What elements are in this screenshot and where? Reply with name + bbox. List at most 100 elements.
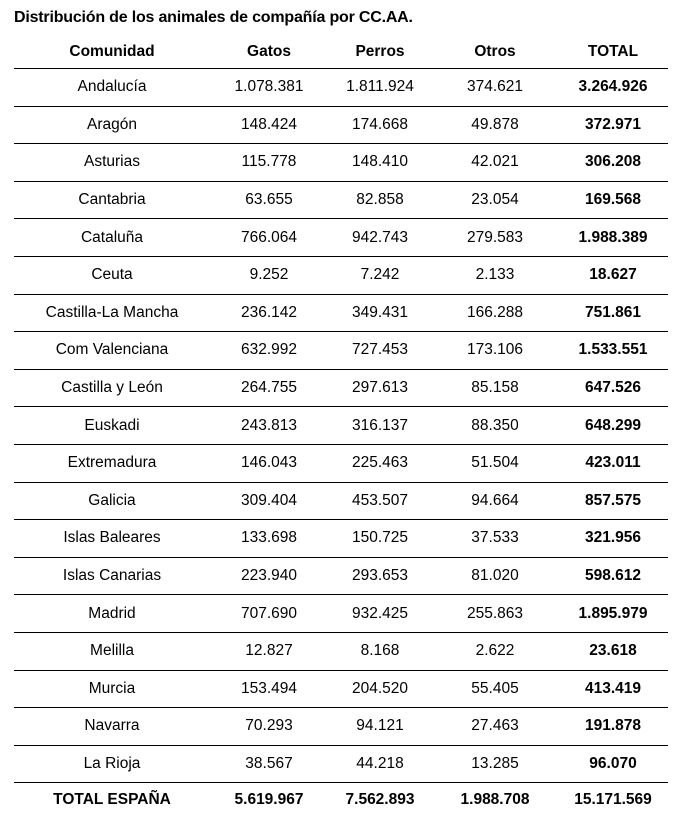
cell-comunidad: Melilla [14,632,210,671]
total-row: TOTAL ESPAÑA 5.619.967 7.562.893 1.988.7… [14,783,668,818]
cell-perros: 727.453 [328,331,432,370]
cell-total: 96.070 [558,745,668,784]
cell-perros: 942.743 [328,218,432,257]
table-row: Extremadura 146.043 225.463 51.504 423.011 [14,444,668,483]
cell-perros: 225.463 [328,444,432,483]
cell-otros: 51.504 [432,444,558,483]
cell-otros: 279.583 [432,218,558,257]
cell-comunidad: Islas Baleares [14,519,210,558]
cell-gatos: 153.494 [210,670,328,709]
cell-gatos: 1.078.381 [210,68,328,107]
cell-total: 23.618 [558,632,668,671]
cell-gatos: 146.043 [210,444,328,483]
cell-total: 321.956 [558,519,668,558]
cell-otros: 49.878 [432,106,558,145]
total-row-otros: 1.988.708 [460,791,530,809]
column-header-total: TOTAL [558,36,668,69]
cell-gatos: 236.142 [210,294,328,333]
cell-gatos: 223.940 [210,557,328,596]
cell-total: 1.988.389 [558,218,668,257]
cell-otros: 37.533 [432,519,558,558]
cell-perros: 297.613 [328,369,432,408]
cell-otros: 94.664 [432,482,558,521]
table-row: Asturias 115.778 148.410 42.021 306.208 [14,143,668,182]
cell-perros: 204.520 [328,670,432,709]
cell-gatos: 12.827 [210,632,328,671]
cell-comunidad: Castilla y León [14,369,210,408]
cell-otros: 255.863 [432,594,558,633]
table-row: Islas Canarias 223.940 293.653 81.020 598.61… [14,557,668,596]
cell-total: 372.971 [558,106,668,145]
cell-comunidad: Islas Canarias [14,557,210,596]
cell-comunidad: Ceuta [14,256,210,295]
cell-otros: 85.158 [432,369,558,408]
cell-otros: 374.621 [432,68,558,107]
cell-comunidad: Andalucía [14,68,210,107]
cell-gatos: 766.064 [210,218,328,257]
table-row: Islas Baleares 133.698 150.725 37.533 321.95… [14,519,668,558]
cell-gatos: 63.655 [210,181,328,220]
cell-perros: 316.137 [328,406,432,445]
total-row-perros: 7.562.893 [345,791,415,809]
cell-gatos: 115.778 [210,143,328,182]
cell-comunidad: Cantabria [14,181,210,220]
cell-perros: 453.507 [328,482,432,521]
table-row: Andalucía 1.078.381 1.811.924 374.621 3.264.… [14,68,668,107]
table-row: Madrid 707.690 932.425 255.863 1.895.979 [14,594,668,633]
table-row: Murcia 153.494 204.520 55.405 413.419 [14,670,668,709]
cell-total: 306.208 [558,143,668,182]
cell-comunidad: Galicia [14,482,210,521]
table-row: Galicia 309.404 453.507 94.664 857.575 [14,482,668,521]
table-row: Com Valenciana 632.992 727.453 173.106 1.533… [14,331,668,370]
table-row: Navarra 70.293 94.121 27.463 191.878 [14,707,668,746]
cell-comunidad: Asturias [14,143,210,182]
cell-gatos: 309.404 [210,482,328,521]
table-row: Melilla 12.827 8.168 2.622 23.618 [14,632,668,671]
cell-perros: 1.811.924 [328,68,432,107]
cell-gatos: 38.567 [210,745,328,784]
table-body: Andalucía 1.078.381 1.811.924 374.621 3.264.… [14,68,668,784]
cell-total: 191.878 [558,707,668,746]
cell-total: 647.526 [558,369,668,408]
cell-perros: 932.425 [328,594,432,633]
cell-total: 1.895.979 [558,594,668,633]
cell-otros: 2.622 [432,632,558,671]
cell-total: 751.861 [558,294,668,333]
table-row: Castilla-La Mancha 236.142 349.431 166.288 7… [14,294,668,333]
cell-otros: 55.405 [432,670,558,709]
cell-perros: 44.218 [328,745,432,784]
cell-perros: 174.668 [328,106,432,145]
cell-gatos: 632.992 [210,331,328,370]
cell-gatos: 148.424 [210,106,328,145]
table-title: Distribución de los animales de compañía… [14,9,413,26]
table-row: Ceuta 9.252 7.242 2.133 18.627 [14,256,668,295]
cell-otros: 88.350 [432,406,558,445]
cell-perros: 94.121 [328,707,432,746]
total-row-total: 15.171.569 [574,791,652,809]
cell-comunidad: Aragón [14,106,210,145]
cell-total: 857.575 [558,482,668,521]
cell-otros: 13.285 [432,745,558,784]
column-header-otros: Otros [432,36,558,69]
cell-otros: 81.020 [432,557,558,596]
cell-gatos: 9.252 [210,256,328,295]
column-header-gatos: Gatos [210,36,328,69]
cell-gatos: 707.690 [210,594,328,633]
cell-gatos: 264.755 [210,369,328,408]
table-row: Cantabria 63.655 82.858 23.054 169.568 [14,181,668,220]
cell-perros: 293.653 [328,557,432,596]
table-row: Aragón 148.424 174.668 49.878 372.971 [14,106,668,145]
header-row: Comunidad Gatos Perros Otros TOTAL [14,36,668,69]
cell-comunidad: Madrid [14,594,210,633]
cell-perros: 148.410 [328,143,432,182]
cell-gatos: 133.698 [210,519,328,558]
total-row-gatos: 5.619.967 [234,791,304,809]
cell-comunidad: Castilla-La Mancha [14,294,210,333]
table-row: La Rioja 38.567 44.218 13.285 96.070 [14,745,668,784]
cell-gatos: 243.813 [210,406,328,445]
cell-otros: 173.106 [432,331,558,370]
column-header-comunidad: Comunidad [14,36,210,69]
cell-otros: 23.054 [432,181,558,220]
cell-otros: 166.288 [432,294,558,333]
